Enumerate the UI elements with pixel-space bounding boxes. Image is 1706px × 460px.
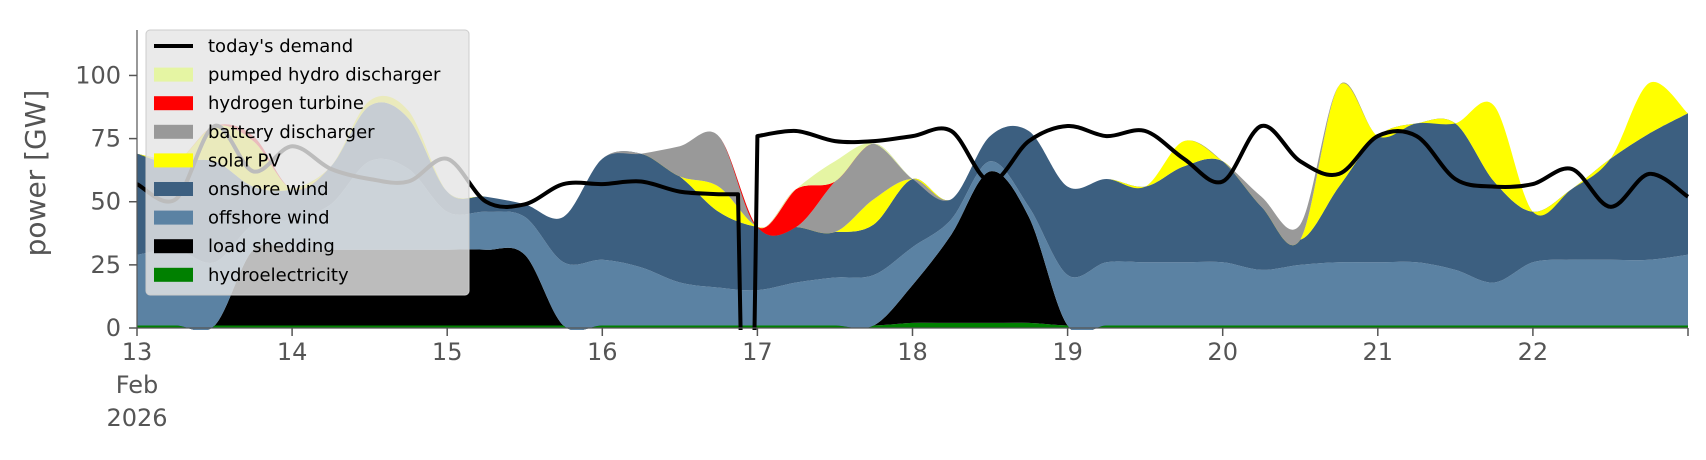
legend-label: pumped hydro discharger [208, 65, 441, 86]
legend-swatch [154, 210, 193, 225]
area-load-shedding [137, 171, 1688, 330]
x-tick-label: 18 [897, 338, 928, 366]
legend-box [145, 29, 470, 296]
x-tick-label: 22 [1518, 338, 1549, 366]
x-tick-label: 17 [742, 338, 773, 366]
legend-swatch [154, 124, 193, 139]
legend-label: hydroelectricity [208, 265, 349, 286]
x-tick-label: 2026 [106, 404, 167, 432]
legend-item-today-s-demand: today's demand [154, 36, 353, 57]
legend-swatch [154, 153, 193, 168]
legend-item-offshore-wind: offshore wind [154, 208, 330, 229]
legend-label: hydrogen turbine [208, 93, 364, 114]
x-tick-label: Feb [116, 371, 159, 399]
legend-label: offshore wind [208, 208, 330, 229]
axes: 0 25 50 75 100 13 Feb 2026 14 15 16 17 18 19 20 21 22 [75, 30, 1689, 432]
legend: today's demand pumped hydro discharger hyd… [145, 29, 470, 296]
stacked-area-layers [137, 81, 1688, 330]
legend-item-onshore-wind: onshore wind [154, 179, 329, 200]
legend-swatch [154, 239, 193, 254]
area-offshore-wind [137, 158, 1688, 330]
legend-item-pumped-hydro-discharger: pumped hydro discharger [154, 65, 441, 86]
x-tick-label: 19 [1052, 338, 1083, 366]
y-tick-label: 50 [90, 188, 121, 216]
legend-label: today's demand [208, 36, 353, 57]
x-tick-label: 14 [277, 338, 308, 366]
x-tick-label: 15 [432, 338, 463, 366]
legend-label: battery discharger [208, 122, 375, 143]
y-tick-label: 100 [75, 61, 121, 89]
legend-item-load-shedding: load shedding [154, 236, 335, 257]
x-tick-label: 21 [1363, 338, 1394, 366]
x-tick-label: 13 [122, 338, 153, 366]
legend-item-hydroelectricity: hydroelectricity [154, 265, 349, 286]
legend-item-solar-pv: solar PV [154, 150, 281, 171]
legend-label: onshore wind [208, 179, 329, 200]
legend-swatch [154, 96, 193, 111]
y-tick-label: 25 [90, 251, 121, 279]
area-onshore-wind [137, 102, 1688, 291]
x-tick-label: 16 [587, 338, 618, 366]
legend-swatch [154, 182, 193, 196]
x-tick-label: 20 [1207, 338, 1238, 366]
legend-swatch [154, 267, 193, 282]
legend-label: load shedding [208, 236, 335, 257]
y-tick-label: 0 [106, 314, 121, 342]
legend-item-battery-discharger: battery discharger [154, 122, 375, 143]
legend-label: solar PV [208, 150, 281, 171]
legend-item-hydrogen-turbine: hydrogen turbine [154, 93, 364, 114]
y-axis-label: power [GW] [19, 90, 52, 257]
area-hydroelectricity [137, 322, 1688, 328]
y-tick-label: 75 [90, 125, 121, 153]
legend-swatch [154, 67, 193, 82]
